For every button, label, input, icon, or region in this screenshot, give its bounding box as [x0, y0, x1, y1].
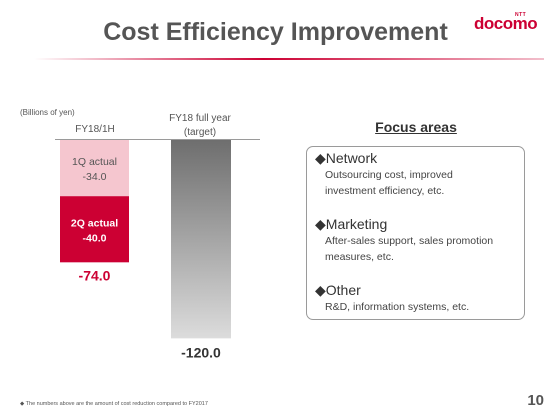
focus-area-description: measures, etc.	[325, 251, 394, 263]
focus-area-description: Outsourcing cost, improved	[325, 169, 453, 181]
focus-area-heading-text: Other	[325, 282, 361, 298]
footnote: ◆ The numbers above are the amount of co…	[20, 401, 208, 407]
bar-segment-value-label: -34.0	[83, 171, 107, 183]
focus-area-item: ◆Network Outsourcing cost, improved invest…	[315, 150, 453, 199]
focus-area-heading: ◆Marketing	[315, 216, 493, 233]
page-title: Cost Efficiency Improvement	[103, 18, 448, 46]
category-label-line-1: FY18 full year	[169, 113, 231, 124]
bar-segment-label: 1Q actual	[72, 156, 117, 168]
focus-area-heading: ◆Network	[315, 150, 453, 167]
x-axis-line	[55, 139, 260, 140]
bar-fy18-target	[171, 140, 231, 339]
focus-area-item: ◆Other R&D, information systems, etc.	[315, 282, 469, 315]
focus-area-description: investment efficiency, etc.	[325, 185, 445, 197]
bar-segment-1q	[60, 140, 129, 197]
focus-area-heading: ◆Other	[315, 282, 469, 299]
focus-areas-box: ◆Network Outsourcing cost, improved invest…	[306, 146, 525, 320]
bar-segment-label: 2Q actual	[71, 217, 118, 229]
focus-areas-title: Focus areas	[375, 119, 457, 135]
total-label-fy18-1h: -74.0	[79, 267, 111, 283]
bar-segment-2q	[60, 196, 129, 263]
docomo-logo: docomo	[474, 14, 538, 33]
bar-segment-value-label: -40.0	[83, 232, 107, 244]
focus-area-description: After-sales support, sales promotion	[325, 235, 494, 247]
title-underline	[34, 58, 544, 60]
diamond-bullet-icon: ◆	[315, 150, 326, 166]
focus-area-heading-text: Network	[325, 150, 378, 166]
diamond-bullet-icon: ◆	[315, 282, 326, 298]
diamond-bullet-icon: ◆	[315, 216, 326, 232]
focus-area-item: ◆Marketing After-sales support, sales pro…	[315, 216, 493, 265]
category-label-fy18-1h: FY18/1H	[75, 124, 115, 135]
focus-area-description: R&D, information systems, etc.	[325, 301, 470, 313]
page-number: 10	[527, 392, 544, 409]
category-label-line-2: (target)	[183, 127, 217, 138]
unit-note: (Billions of yen)	[20, 108, 75, 117]
total-label-fy18-target: -120.0	[181, 344, 221, 360]
focus-area-heading-text: Marketing	[325, 216, 388, 232]
category-label-fy18-full-year: FY18 full year (target)	[150, 112, 250, 140]
logo-superscript: NTT	[515, 12, 527, 18]
